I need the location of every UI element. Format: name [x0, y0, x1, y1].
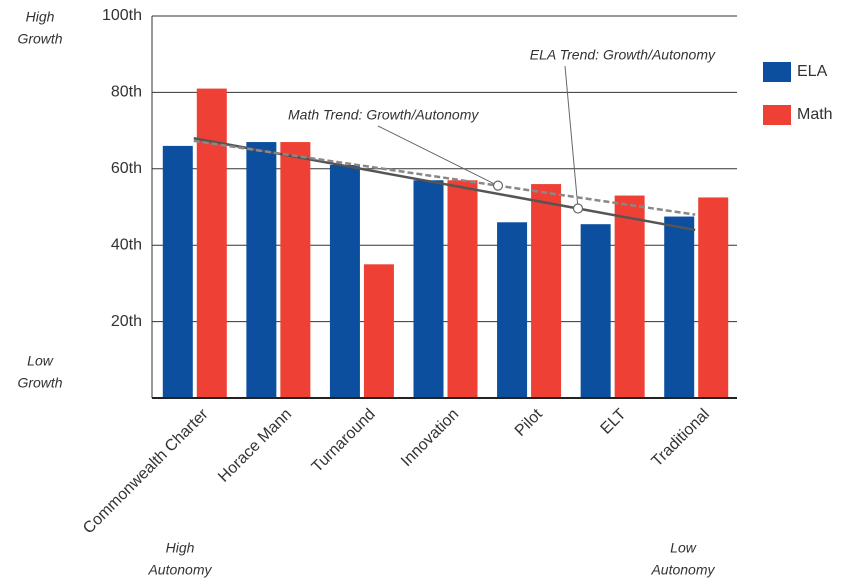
x-tick-label: ELT	[598, 406, 630, 438]
y-tick-label: 40th	[111, 236, 142, 253]
bar	[413, 180, 444, 398]
bar	[280, 142, 311, 398]
axis-note: Low	[670, 540, 697, 556]
bar	[329, 164, 360, 398]
callout-point	[572, 203, 584, 214]
y-tick-label: 20th	[111, 313, 142, 330]
axis-note: Autonomy	[147, 562, 212, 578]
y-tick-label: 80th	[111, 84, 142, 101]
axis-note: Autonomy	[650, 562, 715, 578]
bar	[580, 224, 611, 398]
legend-label: ELA	[797, 63, 828, 80]
legend-swatch	[763, 62, 791, 82]
x-tick-label: Commonwealth Charter	[80, 405, 212, 537]
x-tick-label: Pilot	[512, 405, 546, 439]
x-tick-label: Traditional	[649, 406, 713, 470]
bar	[447, 180, 478, 398]
y-tick-label: 100th	[102, 7, 142, 24]
legend-label: Math	[797, 106, 833, 123]
callout-line	[564, 65, 579, 209]
x-tick-label: Innovation	[398, 406, 462, 470]
bar	[363, 264, 394, 398]
axis-note: Growth	[17, 31, 62, 47]
bar	[196, 88, 227, 398]
x-tick-label: Turnaround	[309, 406, 379, 476]
trend-label: ELA Trend: Growth/Autonomy	[530, 47, 716, 63]
bar	[246, 142, 277, 398]
bar	[698, 197, 729, 398]
legend-swatch	[763, 105, 791, 125]
bar	[497, 222, 528, 398]
axis-note: High	[166, 540, 195, 556]
axis-note: High	[26, 9, 55, 25]
bar	[664, 216, 695, 398]
trend-line	[193, 139, 696, 216]
x-tick-label: Horace Mann	[215, 406, 295, 486]
axis-note: Low	[27, 353, 54, 369]
axis-note: Growth	[17, 375, 62, 391]
bar	[162, 145, 193, 398]
bar	[614, 195, 645, 398]
y-tick-label: 60th	[111, 160, 142, 177]
bar	[531, 184, 562, 398]
trend-label: Math Trend: Growth/Autonomy	[288, 107, 479, 123]
callout-point	[492, 180, 504, 191]
callout-line	[377, 125, 499, 187]
